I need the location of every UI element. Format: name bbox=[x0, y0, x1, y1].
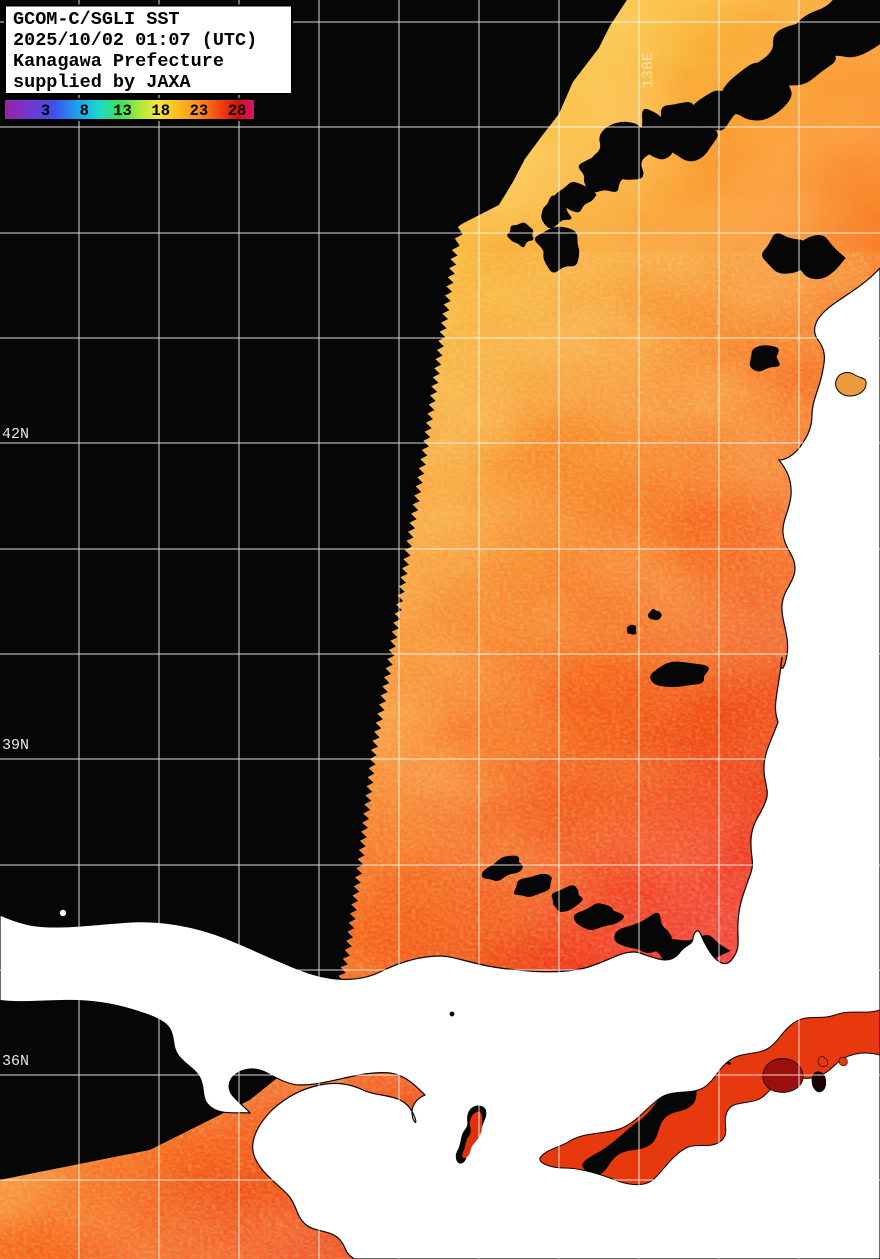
svg-text:2025/10/02 01:07 (UTC): 2025/10/02 01:07 (UTC) bbox=[13, 30, 257, 51]
svg-text:GCOM-C/SGLI SST: GCOM-C/SGLI SST bbox=[13, 9, 180, 30]
svg-text:36N: 36N bbox=[2, 1053, 29, 1070]
svg-text:28: 28 bbox=[228, 102, 247, 120]
svg-text:39N: 39N bbox=[2, 737, 29, 754]
svg-text:138E: 138E bbox=[640, 52, 657, 88]
svg-text:Kanagawa Prefecture: Kanagawa Prefecture bbox=[13, 51, 224, 72]
svg-text:18: 18 bbox=[151, 102, 170, 120]
svg-text:23: 23 bbox=[190, 102, 209, 120]
svg-text:8: 8 bbox=[80, 102, 89, 120]
svg-text:13: 13 bbox=[113, 102, 132, 120]
svg-text:3: 3 bbox=[41, 102, 50, 120]
svg-text:supplied by JAXA: supplied by JAXA bbox=[13, 72, 192, 93]
svg-text:42N: 42N bbox=[2, 426, 29, 443]
